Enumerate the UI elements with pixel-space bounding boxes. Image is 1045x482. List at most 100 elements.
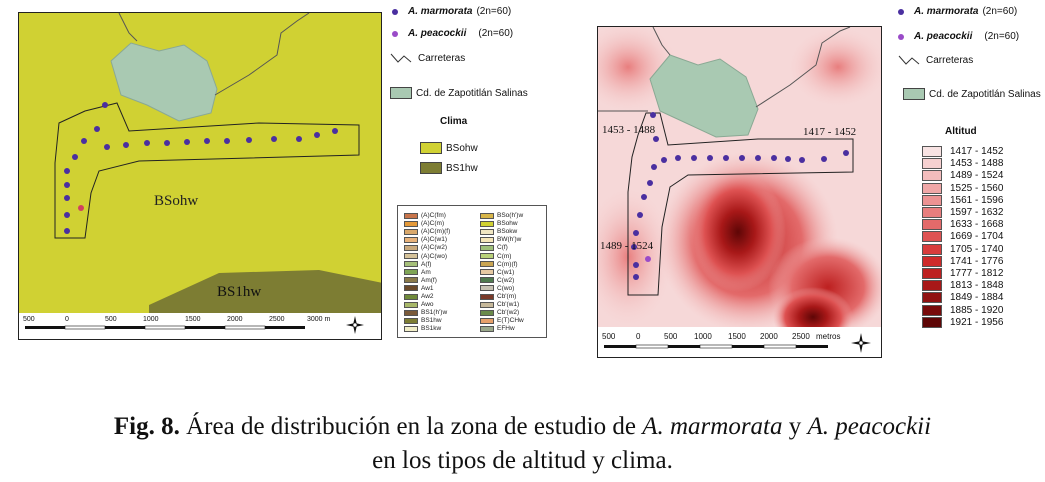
figure-caption-line2: en los tipos de altitud y clima. [372,447,673,474]
climate-type-label: (A)C(w2) [421,244,447,252]
climate-type-legend-item: (A)C(fm) [404,212,446,219]
scale-tick-label: 2000 [227,316,243,323]
altitude-legend-item: 1849 - 1884 [922,292,1004,304]
climate-type-label: BS1(h')w [421,309,448,317]
relief [788,27,881,107]
climate-type-swatch [480,236,494,243]
north-arrow-icon [346,316,364,334]
climate-type-swatch [404,244,418,251]
climate-type-label: EFHw [497,325,515,333]
bsohw-swatch [420,142,442,154]
climate-type-label: BSohw [497,220,518,228]
altitude-legend-item: 1597 - 1632 [922,207,1003,218]
climate-type-legend-item: Cb'(m) [480,293,516,300]
legend-city: Cd. de Zapotitlán Salinas [903,88,1041,100]
climate-type-swatch [480,244,494,251]
climate-type-label: (A)C(w1) [421,236,447,244]
climate-type-swatch [480,277,494,284]
climate-type-label: (A)C(wo) [421,252,447,260]
climate-type-label: Am [421,268,431,276]
climate-type-swatch [404,301,418,308]
climate-type-label: (A)C(fm) [421,212,446,219]
climate-type-label: Cb'(m) [497,293,517,300]
altitude-map-canvas: 1453 - 1488 1417 - 1452 1489 - 1524 500 … [598,27,881,357]
altitude-legend-item: 1561 - 1596 [922,194,1004,206]
climate-type-swatch [404,269,418,276]
figure-caption: Fig. 8. Área de distribución en la zona … [113,413,932,440]
altitude-label: 1777 - 1812 [950,268,1004,279]
climate-type-legend-item: (A)C(m) [404,220,444,227]
scale-bar [25,325,305,330]
altitude-label: 1561 - 1596 [950,194,1004,206]
climate-type-swatch [480,261,494,268]
region-label-bs1hw: BS1hw [217,284,261,300]
altitude-label: 1525 - 1560 [950,182,1004,194]
climate-type-legend-item: BS1(h')w [404,309,447,316]
climate-type-label: Aw2 [421,293,434,300]
legend-altitude-title: Altitud [945,126,977,137]
climate-type-swatch [404,285,418,292]
bs1hw-swatch [420,162,442,174]
species-name: A. marmorata [642,413,783,440]
climate-type-swatch [480,301,494,308]
altitude-legend-item: 1525 - 1560 [922,182,1004,194]
climate-type-legend-item: Cb'(w2) [480,309,519,316]
climate-type-label: BSo(h')w [497,212,524,219]
climate-type-legend-item: BSokw [480,228,517,235]
climate-type-label: E(T)CHw [497,317,524,325]
altitude-label: 1453 - 1488 [950,158,1004,170]
climate-type-legend-item: (A)C(w2) [404,244,447,251]
altitude-legend-item: 1777 - 1812 [922,268,1003,279]
climate-type-label: BS1kw [421,325,442,333]
climate-type-label: C(m)(f) [497,260,518,268]
climate-type-swatch [480,317,494,324]
climate-type-label: Am(f) [421,276,437,284]
climate-type-swatch [404,325,418,332]
climate-type-legend-item: Am [404,269,431,276]
climate-type-swatch [480,212,494,219]
climate-type-label: BS1hw [421,317,442,325]
legend-marmorata: A. marmorata (2n=60) [392,6,511,17]
altitude-legend-item: 1489 - 1524 [922,170,1004,182]
altitude-swatch [922,243,942,255]
marmorata-dot-icon [898,8,904,15]
scale-tick-label: 0 [636,332,641,341]
altitude-legend-item: 1633 - 1668 [922,219,1004,231]
climate-type-label: C(f) [497,244,508,252]
climate-type-label: (A)C(m)(f) [421,228,451,236]
climate-type-label: Aw1 [421,284,434,292]
legend-marmorata: A. marmorata (2n=60) [898,6,1017,17]
altitude-swatch [922,194,942,206]
city-swatch [903,88,925,100]
altitude-swatch [922,292,942,304]
climate-type-label: Awo [421,301,434,309]
scale-strip [598,327,881,357]
species-name: A. peacockii [807,413,932,440]
climate-type-swatch [480,269,494,276]
scale-tick-label: 2500 [269,316,285,323]
elevation-label: 1489 - 1524 [600,240,654,252]
altitude-label: 1849 - 1884 [950,292,1004,304]
climate-type-swatch [404,253,418,259]
legend-peacockii: A. peacockii (2n=60) [392,28,513,39]
altitude-swatch [922,146,942,157]
altitude-label: 1489 - 1524 [950,170,1004,182]
climate-type-legend-item: Awo [404,301,434,308]
climate-type-swatch [404,228,418,235]
climate-map: BSohw BS1hw 500 0 500 1000 1500 2000 250… [18,12,382,340]
altitude-label: 1633 - 1668 [950,219,1004,231]
legend-clima-bs1hw: BS1hw [420,162,478,174]
scale-tick-label: 1500 [185,316,201,323]
scale-tick-label: 500 [105,316,117,323]
climate-map-canvas: BSohw BS1hw 500 0 500 1000 1500 2000 250… [19,13,381,339]
climate-type-legend-item: C(m) [480,253,511,260]
climate-type-legend-item: E(T)CHw [480,317,524,324]
north-arrow-icon [851,333,871,353]
altitude-swatch [922,280,942,292]
climate-type-label: C(m) [497,252,512,260]
scale-tick-label: 1000 [694,332,712,341]
scale-tick-label: 1000 [143,316,159,323]
climate-type-swatch [480,285,494,292]
altitude-swatch [922,255,942,267]
climate-type-swatch [480,325,494,332]
